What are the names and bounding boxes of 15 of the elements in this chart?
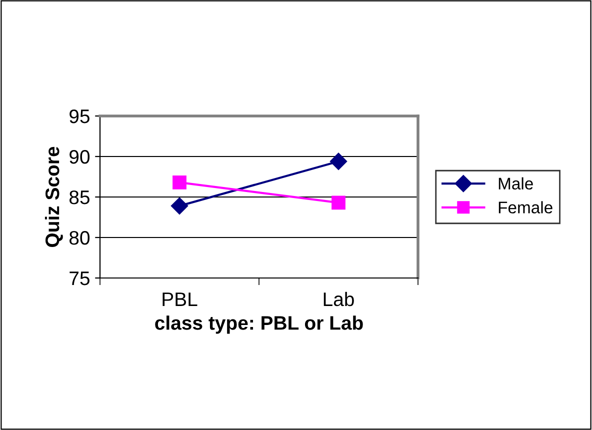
y-tick-label: 75 [70, 272, 90, 286]
point [330, 152, 348, 170]
point [172, 175, 186, 190]
y-axis-title: Quiz Score [44, 146, 63, 247]
point [332, 196, 346, 210]
point [170, 197, 188, 214]
x-tick-label: PBL [162, 292, 198, 306]
legend-label: Male [498, 177, 533, 190]
x-tick-label: Lab [324, 292, 354, 306]
y-tick-label: 95 [70, 109, 90, 124]
y-tick-label: 90 [70, 150, 90, 164]
y-tick-label: 85 [69, 190, 90, 204]
x-axis-title: class type: PBL or Lab [155, 316, 363, 334]
legend-label: Female [498, 201, 552, 214]
y-tick-label: 80 [69, 230, 90, 245]
